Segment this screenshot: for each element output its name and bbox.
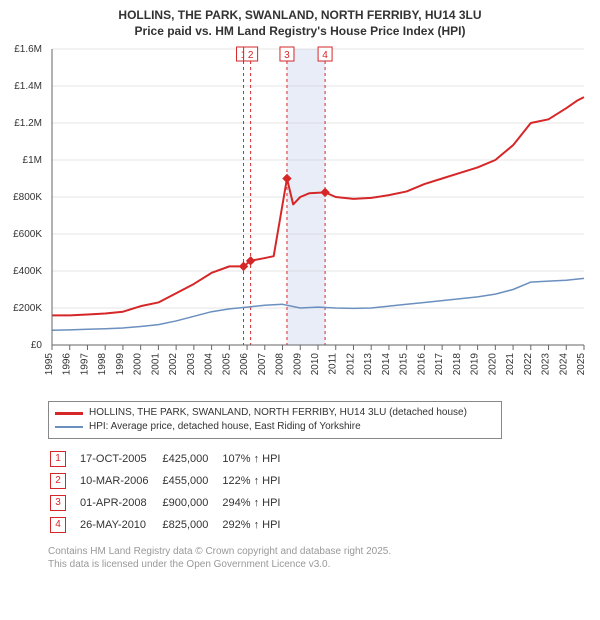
svg-text:1998: 1998 [97,353,108,376]
table-row: 4 26-MAY-2010£825,000292% ↑ HPI [50,515,292,535]
svg-text:2005: 2005 [221,353,232,376]
sale-marker-box: 2 [50,473,66,489]
sale-pct-cell: 294% ↑ HPI [222,493,292,513]
chart-container: HOLLINS, THE PARK, SWANLAND, NORTH FERRI… [0,0,600,620]
svg-text:2019: 2019 [470,353,481,376]
svg-text:1999: 1999 [115,353,126,376]
svg-text:2014: 2014 [381,353,392,376]
svg-text:1996: 1996 [62,353,73,376]
svg-text:3: 3 [284,50,290,61]
svg-text:£1.4M: £1.4M [14,81,42,92]
legend-swatch-1 [55,412,83,415]
svg-text:£800K: £800K [13,192,42,203]
chart-plot-area: £0£200K£400K£600K£800K£1M£1.2M£1.4M£1.6M… [48,45,588,395]
title-line-2: Price paid vs. HM Land Registry's House … [135,24,466,38]
table-row: 3 01-APR-2008£900,000294% ↑ HPI [50,493,292,513]
svg-text:2008: 2008 [275,353,286,376]
sale-marker-cell: 1 [50,449,78,469]
svg-text:2002: 2002 [168,353,179,376]
svg-text:2025: 2025 [576,353,587,376]
sale-marker-cell: 3 [50,493,78,513]
table-row: 1 17-OCT-2005£425,000107% ↑ HPI [50,449,292,469]
svg-text:£1M: £1M [23,155,42,166]
sale-marker-box: 4 [50,517,66,533]
chart-svg: £0£200K£400K£600K£800K£1M£1.2M£1.4M£1.6M… [48,45,588,395]
svg-text:2: 2 [248,50,254,61]
sale-date-cell: 26-MAY-2010 [80,515,160,535]
svg-text:2009: 2009 [292,353,303,376]
sale-marker-cell: 4 [50,515,78,535]
svg-text:£600K: £600K [13,229,42,240]
sales-table: 1 17-OCT-2005£425,000107% ↑ HPI 2 10-MAR-20… [48,447,294,537]
svg-text:£1.2M: £1.2M [14,118,42,129]
sale-price-cell: £900,000 [162,493,220,513]
svg-text:£200K: £200K [13,303,42,314]
sale-marker-box: 1 [50,451,66,467]
svg-text:2001: 2001 [150,353,161,376]
svg-text:1997: 1997 [79,353,90,376]
svg-text:4: 4 [322,50,328,61]
sale-marker-cell: 2 [50,471,78,491]
svg-text:2004: 2004 [204,353,215,376]
sale-date-cell: 17-OCT-2005 [80,449,160,469]
footer-line-1: Contains HM Land Registry data © Crown c… [48,546,391,557]
svg-text:2017: 2017 [434,353,445,376]
legend-swatch-2 [55,426,83,428]
chart-title: HOLLINS, THE PARK, SWANLAND, NORTH FERRI… [0,0,600,39]
svg-text:2016: 2016 [416,353,427,376]
sale-price-cell: £425,000 [162,449,220,469]
svg-text:2013: 2013 [363,353,374,376]
svg-text:£400K: £400K [13,266,42,277]
legend-row-2: HPI: Average price, detached house, East… [55,420,495,434]
sale-pct-cell: 107% ↑ HPI [222,449,292,469]
sale-pct-cell: 292% ↑ HPI [222,515,292,535]
footer-line-2: This data is licensed under the Open Gov… [48,559,330,570]
legend-box: HOLLINS, THE PARK, SWANLAND, NORTH FERRI… [48,401,502,439]
svg-text:2006: 2006 [239,353,250,376]
sale-date-cell: 01-APR-2008 [80,493,160,513]
sale-price-cell: £825,000 [162,515,220,535]
svg-text:2010: 2010 [310,353,321,376]
legend-label-1: HOLLINS, THE PARK, SWANLAND, NORTH FERRI… [89,406,467,420]
footer-attribution: Contains HM Land Registry data © Crown c… [48,545,600,571]
svg-text:2021: 2021 [505,353,516,376]
sale-price-cell: £455,000 [162,471,220,491]
sale-pct-cell: 122% ↑ HPI [222,471,292,491]
table-row: 2 10-MAR-2006£455,000122% ↑ HPI [50,471,292,491]
svg-text:£1.6M: £1.6M [14,44,42,55]
svg-text:2022: 2022 [523,353,534,376]
svg-text:2020: 2020 [487,353,498,376]
sale-date-cell: 10-MAR-2006 [80,471,160,491]
svg-text:2018: 2018 [452,353,463,376]
sale-marker-box: 3 [50,495,66,511]
title-line-1: HOLLINS, THE PARK, SWANLAND, NORTH FERRI… [118,8,481,22]
svg-text:2007: 2007 [257,353,268,376]
svg-text:£0: £0 [31,340,43,351]
svg-text:1995: 1995 [44,353,55,376]
legend-label-2: HPI: Average price, detached house, East… [89,420,361,434]
svg-text:2000: 2000 [133,353,144,376]
svg-text:2012: 2012 [345,353,356,376]
svg-text:2015: 2015 [399,353,410,376]
svg-text:2011: 2011 [328,353,339,375]
svg-text:2023: 2023 [541,353,552,376]
svg-text:2003: 2003 [186,353,197,376]
svg-text:2024: 2024 [558,353,569,376]
legend-row-1: HOLLINS, THE PARK, SWANLAND, NORTH FERRI… [55,406,495,420]
